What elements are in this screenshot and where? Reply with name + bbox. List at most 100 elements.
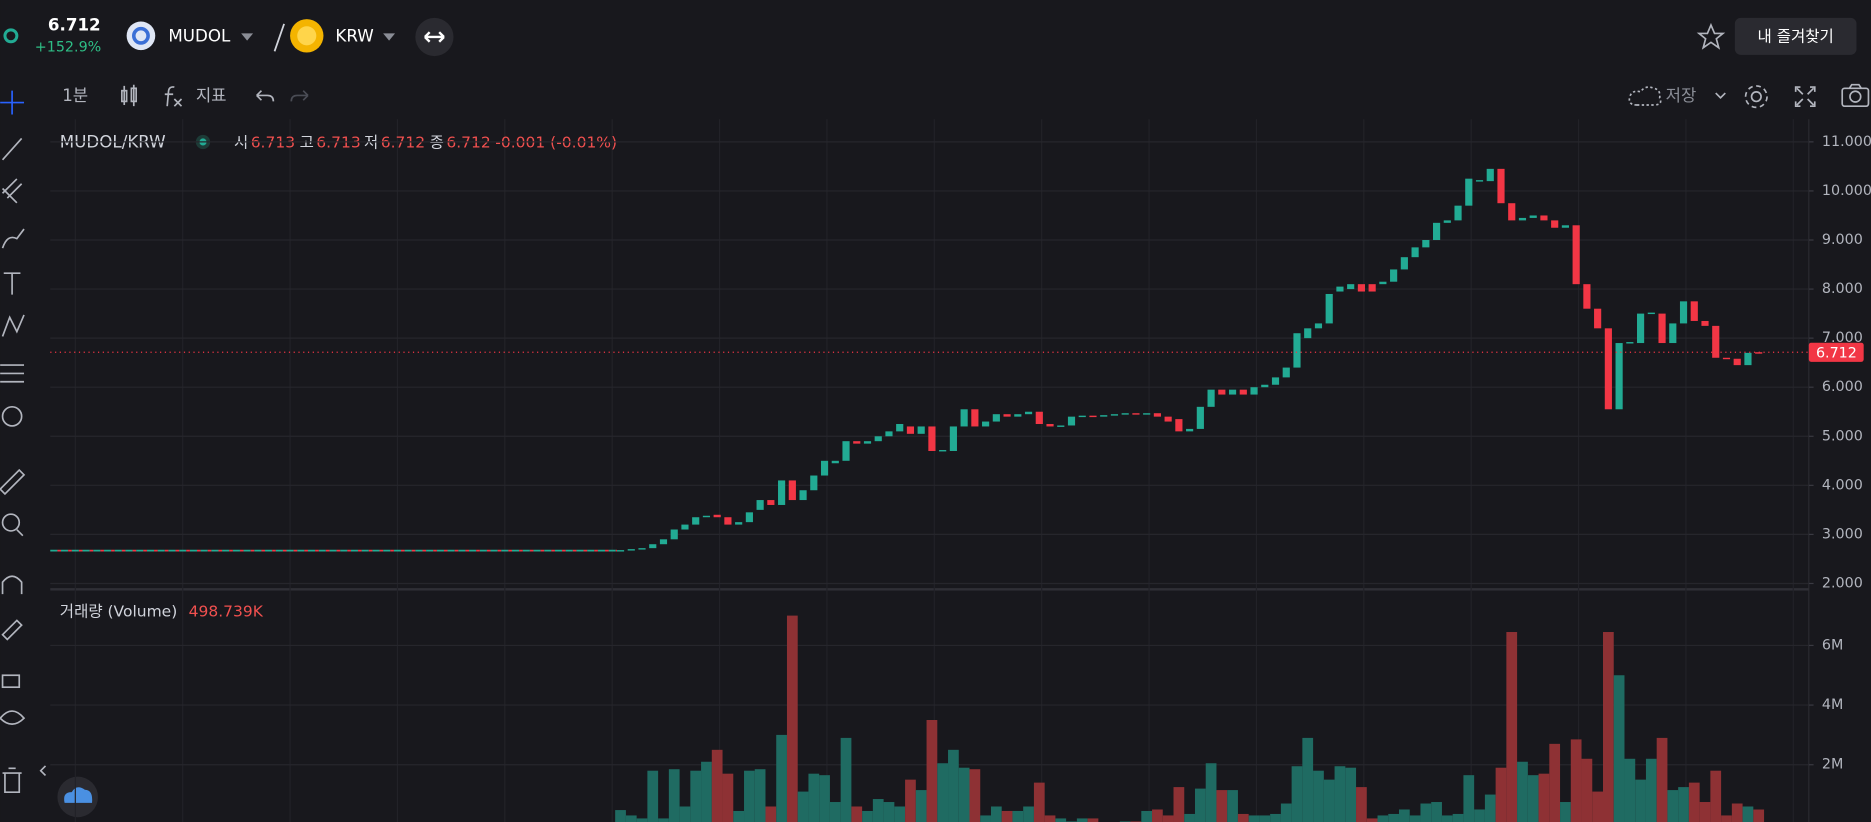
base-coin-icon[interactable] <box>126 21 156 51</box>
volume-bar <box>1731 803 1743 822</box>
quote-symbol[interactable]: KRW <box>335 25 373 45</box>
candle-body <box>1400 257 1408 270</box>
candle-body <box>778 480 786 505</box>
favorites-label[interactable]: 내 즐겨찾기 <box>1758 27 1834 45</box>
candle-body <box>1411 247 1419 258</box>
quote-caret[interactable] <box>383 33 396 41</box>
save-button[interactable]: 저장 <box>1666 85 1697 105</box>
quote-coin-mark <box>297 26 317 46</box>
y-tick-label: 9.000 <box>1822 232 1863 248</box>
volume-bar <box>1452 813 1464 822</box>
candle-body <box>1325 293 1333 324</box>
lock-drawing-tool[interactable] <box>1 619 23 641</box>
volume-bar <box>1431 802 1442 822</box>
favorites-button[interactable] <box>1734 17 1857 55</box>
brush-tool[interactable] <box>1 228 25 249</box>
volume-bar <box>1291 766 1303 822</box>
star-icon[interactable] <box>1696 22 1726 50</box>
volume-bar <box>1474 809 1485 822</box>
zoom-tool[interactable] <box>16 529 24 537</box>
candle-body <box>971 409 979 427</box>
indicator-button[interactable]: 지표 <box>196 85 227 105</box>
candle-body <box>1486 168 1494 182</box>
interval-button[interactable]: 1분 <box>62 85 88 105</box>
candle-body <box>1368 284 1376 292</box>
volume-bar <box>1055 818 1067 822</box>
redo-button[interactable] <box>290 90 309 102</box>
volume-bar <box>797 791 809 822</box>
candle-body <box>1110 414 1119 416</box>
candle-body <box>906 426 915 434</box>
emoji-tool[interactable] <box>1 405 23 427</box>
crosshair-tool[interactable] <box>0 90 25 115</box>
save-cloud-icon[interactable] <box>1628 86 1662 106</box>
chart-type-icon[interactable] <box>121 84 138 107</box>
volume-bar <box>808 773 820 822</box>
legend-open: 6.713 <box>251 134 295 152</box>
settings-icon[interactable] <box>1744 85 1768 109</box>
base-caret[interactable] <box>241 33 254 41</box>
candle-body <box>1443 220 1451 223</box>
candle-body <box>810 475 818 491</box>
candle-body <box>1261 384 1269 388</box>
candle-body <box>1175 419 1183 432</box>
volume-bar <box>1323 779 1335 822</box>
y-tick-label: 10.000 <box>1822 183 1871 199</box>
legend-close-label: 종 <box>430 134 444 152</box>
volume-bar <box>883 802 895 822</box>
swap-icon <box>424 31 445 43</box>
volume-bar <box>969 769 981 822</box>
trendline-tool[interactable] <box>1 137 23 161</box>
candle-body <box>896 424 904 432</box>
volume-bar <box>1033 782 1045 822</box>
candle-body <box>1239 389 1247 395</box>
volume-bar <box>1162 815 1174 822</box>
volume-bar <box>1023 806 1034 822</box>
candle-body <box>1733 358 1741 366</box>
pattern-tool[interactable] <box>1 314 25 337</box>
volume-bar <box>915 790 927 822</box>
screenshot-icon[interactable] <box>1841 83 1870 108</box>
collapse-button[interactable] <box>39 765 47 777</box>
candle-body <box>1282 367 1290 378</box>
volume-bar <box>1259 815 1271 822</box>
candle-body <box>1207 389 1215 407</box>
text-tool[interactable] <box>3 272 21 295</box>
volume-bar <box>819 775 830 822</box>
volume-bar <box>1227 790 1238 822</box>
ruler-tool[interactable] <box>0 468 26 496</box>
volume-bar <box>1313 770 1324 822</box>
volume-bar <box>690 770 702 822</box>
base-symbol[interactable]: MUDOL <box>168 25 231 45</box>
candle-body <box>659 539 668 545</box>
lock-tool[interactable] <box>1 674 21 689</box>
volume-bar <box>990 806 1002 822</box>
visibility-tool[interactable] <box>0 710 26 725</box>
volume-bar <box>1656 737 1668 822</box>
volume-bar <box>1345 767 1357 822</box>
candle-body <box>928 426 936 451</box>
volume-bar <box>701 761 712 822</box>
fullscreen-icon[interactable] <box>1794 86 1816 108</box>
fib-tool[interactable] <box>1 178 23 204</box>
volume-bar <box>1173 787 1185 822</box>
volume-bar <box>1742 806 1754 822</box>
volume-bar <box>1710 770 1722 822</box>
candle-body <box>1755 352 1763 354</box>
magnet-tool[interactable] <box>1 575 23 595</box>
candle-body <box>1540 215 1548 221</box>
candle-body <box>1078 415 1086 418</box>
candle-body <box>863 441 872 444</box>
volume-bar <box>1721 815 1732 822</box>
volume-bar <box>668 769 680 822</box>
volume-bar <box>1495 767 1507 822</box>
undo-button[interactable] <box>256 90 275 102</box>
delete-tool[interactable] <box>2 767 22 794</box>
candle-body <box>1357 284 1365 292</box>
candle-body <box>1379 281 1387 285</box>
projection-tool[interactable] <box>0 364 25 383</box>
save-caret[interactable] <box>1715 92 1726 100</box>
candle-body <box>1121 413 1129 415</box>
legend-low: 6.712 <box>381 134 425 152</box>
indicator-icon[interactable] <box>164 86 183 107</box>
